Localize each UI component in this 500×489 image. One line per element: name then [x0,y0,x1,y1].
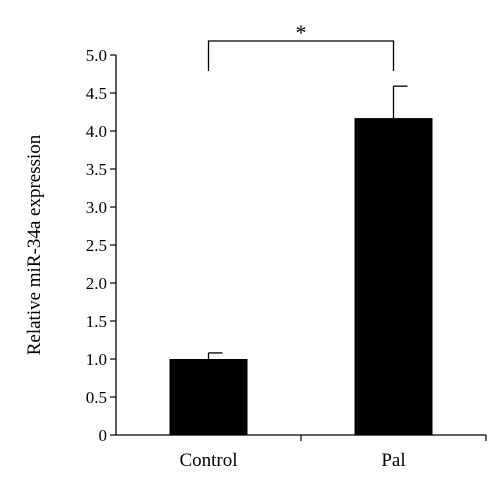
y-tick-label: 1.5 [86,312,107,331]
x-axis-ticks: Control Pal [179,435,487,471]
significance-line [207,40,395,71]
y-axis-title: Relative miR-34a expression [24,134,45,355]
y-tick-label: 4.5 [86,84,107,103]
x-tick-label: Pal [381,450,405,471]
bar-control [169,359,248,435]
y-tick-label: 0.5 [86,388,107,407]
significance-star: * [296,20,307,45]
y-tick-label: 5.0 [86,46,107,65]
y-tick-label: 4.0 [86,122,107,141]
y-tick-label: 0 [99,426,108,445]
error-bars [207,85,408,359]
bar-pal [354,118,433,435]
y-tick-label: 1.0 [86,350,107,369]
y-tick-label: 2.5 [86,236,107,255]
y-axis-ticks: 0 0.5 1.0 1.5 2.0 2.5 3.0 3.5 4.0 4.5 5.0 [86,46,116,445]
y-tick-label: 3.5 [86,160,107,179]
bars [169,118,433,435]
significance-bracket: * [207,20,395,71]
y-tick-label: 2.0 [86,274,107,293]
x-tick-label: Control [179,450,237,471]
y-tick-label: 3.0 [86,198,107,217]
